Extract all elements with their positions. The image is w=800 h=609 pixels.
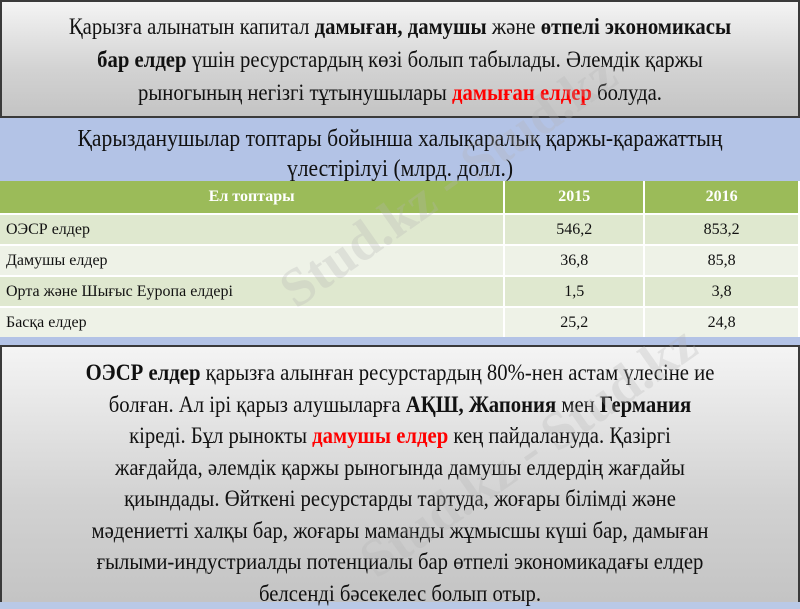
cell-2015: 546,2 — [504, 214, 644, 245]
bold-text: дамыған, дамушы — [315, 14, 487, 39]
summary-line: белсенді бәсекелес болып отыр. — [42, 578, 758, 609]
table-header-row: Ел топтары 2015 2016 — [0, 181, 799, 214]
text-segment: белсенді бәсекелес болып отыр. — [259, 581, 541, 606]
table-row: ОЭСР елдер 546,2 853,2 — [0, 214, 799, 245]
cell-2016: 85,8 — [644, 245, 799, 276]
distribution-table: Ел топтары 2015 2016 ОЭСР елдер 546,2 85… — [0, 181, 800, 337]
summary-line: ОЭСР елдер қарызға алынған ресурстардың … — [42, 357, 758, 389]
text-segment: кең пайдалануда. Қазіргі — [448, 423, 671, 448]
summary-line: қиындады. Өйткені ресурстарды тартуда, ж… — [42, 483, 758, 515]
summary-text-box: ОЭСР елдер қарызға алынған ресурстардың … — [0, 345, 800, 602]
bold-text: Германия — [600, 392, 691, 417]
header-2015: 2015 — [504, 181, 644, 214]
summary-line: болған. Ал ірі қарыз алушыларға АҚШ, Жап… — [42, 389, 758, 421]
table-title: Қарызданушылар топтары бойынша халықарал… — [0, 124, 800, 184]
cell-2016: 24,8 — [644, 307, 799, 337]
cell-group: Дамушы елдер — [0, 245, 504, 276]
summary-line: ғылыми-индустриалды потенциалы бар өтпел… — [42, 546, 758, 578]
text-segment: қарызға алынған ресурстардың 80%-нен аст… — [200, 360, 714, 385]
cell-group: Басқа елдер — [0, 307, 504, 337]
text-segment: ғылыми-индустриалды потенциалы бар өтпел… — [97, 549, 704, 574]
text-segment: жағдайда, әлемдік қаржы рыногында дамушы… — [115, 455, 685, 480]
cell-2015: 1,5 — [504, 276, 644, 307]
text-segment: мен — [556, 392, 600, 417]
text-segment: мәдениетті халқы бар, жоғары маманды жұм… — [92, 518, 709, 543]
summary-line: мәдениетті халқы бар, жоғары маманды жұм… — [42, 515, 758, 547]
intro-line: рыногының негізгі тұтынушылары дамыған е… — [42, 76, 758, 109]
bold-text: ОЭСР елдер — [86, 360, 201, 385]
text-segment: қиындады. Өйткені ресурстарды тартуда, ж… — [124, 486, 676, 511]
text-segment: рыногының негізгі тұтынушылары — [138, 80, 452, 105]
text-segment: және — [487, 14, 541, 39]
bold-text: өтпелі экономикасы — [541, 14, 731, 39]
summary-line: кіреді. Бұл рынокты дамушы елдер кең пай… — [42, 420, 758, 452]
table-title-line: Қарызданушылар топтары бойынша халықарал… — [40, 124, 760, 154]
text-segment: болуда. — [592, 80, 662, 105]
table-row: Басқа елдер 25,2 24,8 — [0, 307, 799, 337]
highlight-text: дамыған елдер — [452, 80, 592, 105]
cell-2016: 853,2 — [644, 214, 799, 245]
text-segment: Қарызға алынатын капитал — [69, 14, 315, 39]
summary-line: жағдайда, әлемдік қаржы рыногында дамушы… — [42, 452, 758, 484]
bold-text: АҚШ, Жапония — [406, 392, 556, 417]
header-2016: 2016 — [644, 181, 799, 214]
intro-line: Қарызға алынатын капитал дамыған, дамушы… — [42, 10, 758, 43]
text-segment: кіреді. Бұл рынокты — [129, 423, 312, 448]
text-segment: үшін ресурстардың көзі болып табылады. Ә… — [187, 47, 703, 72]
cell-2015: 36,8 — [504, 245, 644, 276]
cell-2016: 3,8 — [644, 276, 799, 307]
bold-text: бар елдер — [97, 47, 186, 72]
highlight-text: дамушы елдер — [312, 423, 448, 448]
header-country-groups: Ел топтары — [0, 181, 504, 214]
table-row: Дамушы елдер 36,8 85,8 — [0, 245, 799, 276]
cell-2015: 25,2 — [504, 307, 644, 337]
table-title-line: үлестірілуі (млрд. долл.) — [40, 154, 760, 184]
cell-group: ОЭСР елдер — [0, 214, 504, 245]
intro-text-box: Қарызға алынатын капитал дамыған, дамушы… — [0, 0, 800, 118]
table-row: Орта және Шығыс Еуропа елдері 1,5 3,8 — [0, 276, 799, 307]
text-segment: болған. Ал ірі қарыз алушыларға — [109, 392, 406, 417]
intro-line: бар елдер үшін ресурстардың көзі болып т… — [42, 43, 758, 76]
cell-group: Орта және Шығыс Еуропа елдері — [0, 276, 504, 307]
